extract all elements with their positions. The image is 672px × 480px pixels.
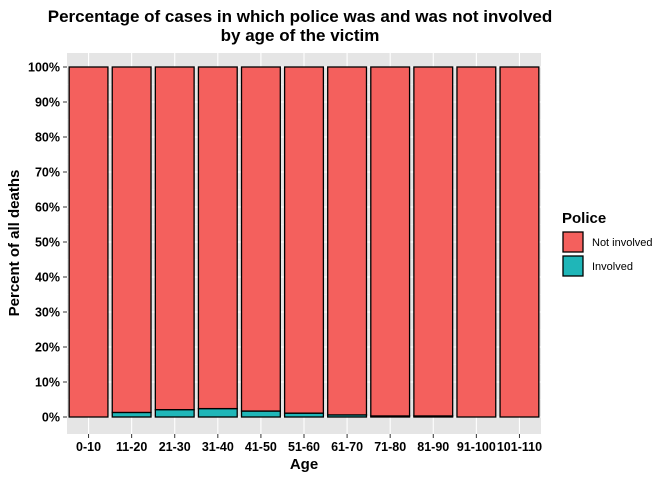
bar-involved-41-50 [240, 410, 281, 418]
y-tick-label: 30% [35, 306, 60, 320]
bar-not-involved-101-110 [499, 66, 540, 418]
y-tick-label: 0% [42, 411, 60, 425]
y-tick-label: 40% [35, 271, 60, 285]
x-tick-label: 91-100 [457, 440, 496, 454]
x-tick-label: 41-50 [245, 440, 277, 454]
x-tick-label: 71-80 [374, 440, 406, 454]
bar-not-involved-51-60 [283, 66, 325, 414]
chart-title: Percentage of cases in which police was … [48, 7, 553, 26]
bar-not-involved-0-10 [68, 66, 109, 418]
x-tick-label: 11-20 [116, 440, 147, 454]
bar-involved-31-40 [197, 407, 238, 418]
x-tick-label: 81-90 [417, 440, 449, 454]
y-tick-label: 20% [35, 341, 60, 355]
bar-involved-11-20 [111, 411, 152, 418]
bar-not-involved-91-100 [456, 66, 497, 418]
y-axis-title: Percent of all deaths [6, 170, 23, 317]
x-axis-title: Age [290, 456, 318, 473]
bar-not-involved-61-70 [327, 66, 368, 416]
x-tick-label: 51-60 [288, 440, 320, 454]
legend-title: Police [562, 210, 606, 227]
x-tick-label: 61-70 [331, 440, 363, 454]
x-tick-label: 0-10 [76, 440, 101, 454]
x-axis: 0-10 11-20 21-30 31-40 41-50 51-60 61-70 71-80 8… [76, 434, 542, 454]
y-tick-label: 60% [35, 201, 60, 215]
bar-not-involved-41-50 [240, 66, 281, 412]
chart-subtitle: by age of the victim [221, 26, 380, 45]
bar-not-involved-81-90 [413, 66, 454, 417]
y-tick-label: 10% [35, 376, 60, 390]
legend-swatch-involved [562, 255, 584, 277]
bar-not-involved-71-80 [370, 66, 411, 417]
bar-not-involved-21-30 [154, 66, 195, 411]
x-tick-label: 21-30 [159, 440, 191, 454]
legend-label-not-involved: Not involved [592, 237, 653, 249]
y-tick-label: 70% [35, 166, 60, 180]
x-tick-label: 101-110 [497, 440, 542, 454]
y-tick-label: 90% [35, 96, 60, 110]
y-tick-label: 50% [35, 236, 60, 250]
x-tick-label: 31-40 [202, 440, 234, 454]
y-tick-label: 80% [35, 131, 60, 145]
legend-label-involved: Involved [592, 261, 633, 273]
bar-not-involved-11-20 [111, 66, 152, 414]
bar-not-involved-31-40 [197, 66, 238, 410]
bar-involved-21-30 [154, 408, 195, 418]
bars-layer [68, 66, 540, 418]
legend-items: Not involved Involved [562, 231, 653, 277]
legend: Police Not involved Involved [562, 210, 653, 277]
y-tick-label: 100% [28, 61, 60, 75]
y-axis: 0% 10% 20% 30% 40% 50% 60% 70% 80% 90% 100% [28, 61, 67, 425]
legend-swatch-not-involved [562, 231, 584, 253]
